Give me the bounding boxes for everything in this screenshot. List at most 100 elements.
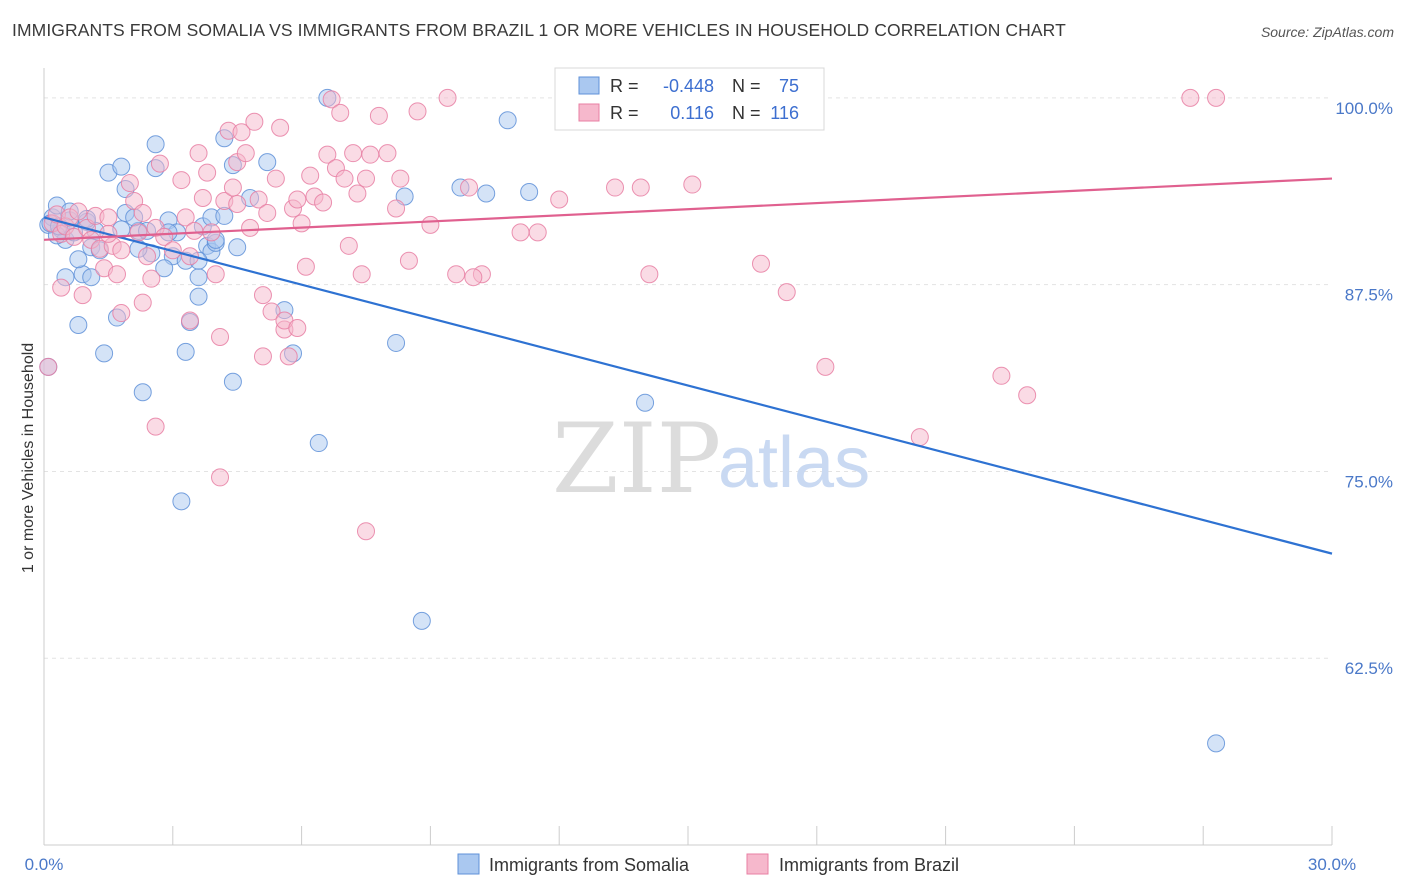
data-point	[387, 333, 406, 352]
data-point	[211, 468, 230, 487]
data-point	[52, 278, 71, 297]
data-point	[1207, 88, 1226, 107]
data-point	[112, 241, 131, 260]
legend[interactable]: Immigrants from Somalia Immigrants from …	[457, 853, 959, 875]
data-point	[189, 144, 208, 163]
stats-n-value-somalia: 75	[779, 76, 799, 96]
data-point	[910, 428, 929, 447]
data-point	[228, 238, 247, 257]
data-point	[258, 203, 277, 222]
legend-label-brazil[interactable]: Immigrants from Brazil	[779, 855, 959, 875]
data-point	[271, 118, 290, 137]
data-point	[751, 254, 770, 273]
data-point	[133, 383, 152, 402]
stats-n-value-brazil: 116	[770, 103, 799, 123]
data-point	[408, 102, 427, 121]
data-point	[464, 268, 483, 287]
y-tick-label: 75.0%	[1345, 472, 1393, 491]
data-point	[412, 611, 431, 630]
y-tick-labels: 100.0% 87.5% 75.0% 62.5%	[1335, 99, 1393, 678]
x-tick-labels: 0.0% 30.0%	[25, 855, 1356, 874]
data-point	[399, 251, 418, 270]
data-point	[150, 154, 169, 173]
data-point	[520, 183, 539, 202]
data-point	[357, 522, 375, 541]
data-point	[65, 227, 84, 246]
data-point	[262, 302, 281, 321]
data-point	[129, 223, 148, 242]
data-points	[39, 88, 1226, 753]
data-point	[309, 434, 328, 453]
stats-r-label-brazil: R =	[610, 103, 639, 123]
data-point	[176, 342, 195, 361]
data-point	[155, 259, 174, 278]
data-point	[69, 316, 88, 335]
legend-label-somalia[interactable]: Immigrants from Somalia	[489, 855, 690, 875]
data-point	[176, 208, 195, 227]
data-point	[331, 103, 350, 122]
data-point	[421, 215, 440, 234]
data-point	[155, 227, 174, 246]
data-point	[133, 293, 152, 312]
y-tick-label: 87.5%	[1345, 286, 1393, 305]
data-point	[142, 269, 161, 288]
trend-line-brazil	[43, 177, 1333, 241]
data-point	[683, 175, 702, 194]
data-point	[228, 194, 247, 213]
trend-lines	[43, 177, 1333, 555]
data-point	[82, 268, 101, 287]
stats-r-label-somalia: R =	[610, 76, 639, 96]
data-point	[301, 166, 320, 185]
data-point	[477, 184, 496, 203]
data-point	[378, 144, 397, 163]
data-point	[636, 393, 655, 412]
data-point	[640, 265, 659, 284]
data-point	[369, 106, 388, 125]
data-point	[550, 190, 569, 209]
data-point	[777, 283, 796, 302]
data-point	[211, 327, 230, 346]
data-point	[460, 178, 479, 197]
data-point	[241, 218, 260, 237]
data-point	[69, 202, 88, 221]
data-point	[339, 236, 358, 255]
data-point	[245, 112, 264, 131]
legend-swatch-somalia[interactable]	[457, 853, 480, 875]
data-point	[120, 174, 139, 193]
data-point	[172, 492, 191, 511]
data-point	[69, 250, 88, 269]
stats-box: R = -0.448 N = 75 R = 0.116 N = 116	[554, 67, 825, 131]
data-point	[223, 178, 242, 197]
data-point	[112, 304, 131, 323]
data-point	[357, 169, 375, 188]
stats-n-label-brazil: N =	[732, 103, 761, 123]
stats-n-label-somalia: N =	[732, 76, 761, 96]
data-point	[606, 178, 625, 197]
data-point	[258, 153, 277, 172]
data-point	[631, 178, 650, 197]
data-point	[288, 318, 307, 337]
data-point	[344, 144, 363, 163]
data-point	[232, 123, 251, 142]
x-tick-label: 0.0%	[25, 855, 64, 874]
data-point	[528, 223, 547, 242]
data-point	[112, 157, 131, 176]
y-tick-label: 62.5%	[1345, 659, 1393, 678]
data-point	[511, 223, 530, 242]
data-point	[107, 265, 126, 284]
legend-swatch-brazil[interactable]	[746, 853, 769, 875]
data-point	[992, 366, 1011, 385]
x-ticks	[172, 826, 1333, 845]
data-point	[391, 169, 410, 188]
data-point	[314, 193, 333, 212]
data-point	[193, 188, 212, 207]
data-point	[223, 372, 242, 391]
data-point	[447, 265, 466, 284]
data-point	[236, 144, 255, 163]
data-point	[318, 145, 337, 164]
data-point	[133, 203, 152, 222]
data-point	[206, 265, 225, 284]
data-point	[279, 347, 298, 366]
data-point	[335, 169, 354, 188]
